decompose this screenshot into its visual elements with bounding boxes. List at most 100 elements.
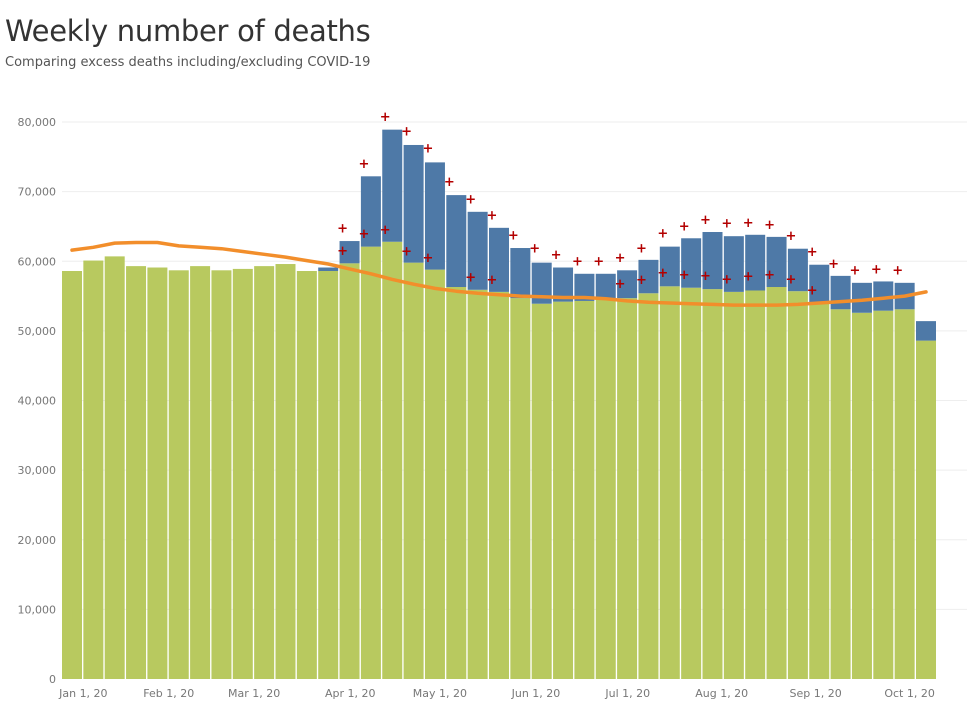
marker-including: + — [465, 192, 476, 207]
bar-covid — [574, 273, 595, 301]
bar-base — [894, 309, 915, 679]
bar-base — [510, 298, 531, 679]
bar-base — [531, 303, 552, 679]
bar-base — [830, 309, 851, 679]
bar-base — [723, 291, 744, 679]
bar-covid — [446, 195, 467, 288]
bar-base — [83, 260, 104, 679]
bar-covid — [403, 144, 424, 263]
marker-excluding: + — [358, 227, 369, 242]
bar-covid — [851, 282, 872, 313]
bar-covid — [873, 281, 894, 311]
bar-covid — [553, 267, 574, 302]
bar-covid — [617, 270, 638, 299]
bar-base — [296, 270, 317, 679]
bar-base — [190, 266, 211, 679]
marker-including: + — [657, 226, 668, 241]
marker-excluding: + — [657, 266, 668, 281]
bar-base — [104, 256, 125, 679]
marker-excluding: + — [401, 245, 412, 260]
marker-including: + — [593, 254, 604, 269]
marker-including: + — [807, 245, 818, 260]
marker-including: + — [401, 125, 412, 140]
bar-base — [489, 291, 509, 679]
y-axis: 0 10,000 20,000 30,000 40,000 50,000 60,000 70,… — [18, 116, 57, 686]
bar-base — [553, 301, 574, 679]
bar-covid — [702, 232, 723, 290]
y-tick-label: 50,000 — [18, 325, 57, 338]
bar-covid — [723, 236, 744, 292]
marker-including: + — [871, 263, 882, 278]
marker-including: + — [764, 218, 775, 233]
bar-base — [681, 287, 702, 679]
average-line-layer — [70, 240, 928, 307]
bar-base — [126, 266, 147, 679]
marker-including: + — [380, 110, 391, 125]
chart-title: Weekly number of deaths — [5, 14, 371, 48]
marker-including: + — [487, 208, 498, 223]
bar-base — [254, 266, 275, 679]
marker-including: + — [892, 263, 903, 278]
bar-base — [659, 286, 680, 679]
y-tick-label: 10,000 — [18, 603, 57, 616]
bar-base — [766, 287, 787, 679]
bar-base — [275, 264, 296, 679]
marker-including: + — [572, 254, 583, 269]
marker-excluding: + — [679, 268, 690, 283]
bar-base — [916, 340, 936, 679]
bar-covid — [339, 241, 360, 264]
bar-covid — [382, 129, 403, 242]
bar-covid — [531, 262, 552, 304]
x-tick-label: Sep 1, 20 — [790, 687, 842, 700]
marker-excluding: + — [487, 273, 498, 288]
marker-excluding: + — [700, 269, 711, 284]
marker-including: + — [636, 242, 647, 257]
bar-base — [232, 268, 253, 679]
marker-including: + — [679, 219, 690, 234]
bar-base — [147, 267, 168, 679]
bar-covid — [510, 248, 531, 299]
bar-base — [211, 270, 232, 679]
marker-including: + — [785, 229, 796, 244]
bar-covid — [681, 238, 702, 288]
marker-including: + — [444, 175, 455, 190]
bar-base — [424, 269, 445, 679]
bar-covid — [787, 248, 808, 292]
marker-excluding: + — [465, 270, 476, 285]
marker-including: + — [529, 242, 540, 257]
bar-base — [168, 270, 189, 679]
marker-excluding: + — [422, 251, 433, 266]
bar-base — [873, 310, 894, 679]
marker-excluding: + — [380, 223, 391, 238]
bar-base — [638, 293, 659, 679]
bar-covid — [659, 246, 680, 287]
bar-covid — [489, 227, 509, 292]
marker-excluding: + — [636, 273, 647, 288]
bar-base — [62, 270, 82, 679]
bar-covid — [916, 321, 936, 341]
x-tick-label: May 1, 20 — [413, 687, 467, 700]
marker-excluding: + — [764, 268, 775, 283]
marker-excluding: + — [721, 272, 732, 287]
y-tick-label: 80,000 — [18, 116, 57, 129]
marker-including: + — [700, 213, 711, 228]
x-tick-label: Oct 1, 20 — [884, 687, 935, 700]
x-tick-label: Jan 1, 20 — [58, 687, 107, 700]
marker-layer: + + + + + + + + + + + + + + + + + + + + + + + + + + + + + + + + + + + + + + + +… — [337, 110, 903, 298]
bar-base — [617, 298, 638, 679]
marker-including: + — [551, 248, 562, 263]
y-tick-label: 0 — [49, 673, 56, 686]
bar-base — [851, 312, 872, 679]
marker-including: + — [743, 216, 754, 231]
bar-base — [446, 287, 467, 679]
bar-covid — [595, 273, 616, 299]
bar-covid — [745, 234, 766, 291]
bar-base — [574, 300, 595, 679]
marker-including: + — [422, 141, 433, 156]
marker-excluding: + — [785, 272, 796, 287]
y-tick-label: 30,000 — [18, 464, 57, 477]
marker-including: + — [721, 217, 732, 232]
bar-covid — [318, 267, 339, 271]
chart-subtitle: Comparing excess deaths including/exclud… — [5, 55, 371, 70]
bar-base — [745, 290, 766, 679]
